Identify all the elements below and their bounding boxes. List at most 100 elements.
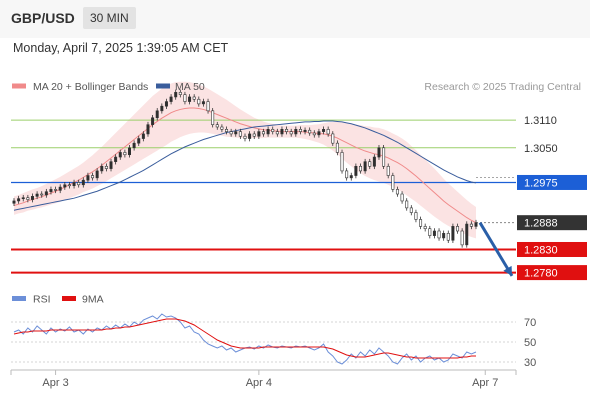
candle-body bbox=[451, 226, 455, 241]
candle-body bbox=[261, 131, 265, 135]
candle-body bbox=[395, 189, 399, 195]
ma50-line bbox=[13, 120, 477, 211]
candle-body bbox=[322, 129, 326, 132]
candle-body bbox=[358, 165, 362, 172]
forecast-arrowhead bbox=[503, 265, 512, 276]
forecast-arrow bbox=[478, 221, 514, 277]
rsi-ma-legend-swatch bbox=[62, 296, 76, 301]
candle-body bbox=[104, 165, 108, 169]
candle-body bbox=[40, 193, 44, 196]
candle-body bbox=[271, 129, 275, 132]
candle-body bbox=[17, 198, 21, 202]
candle-body bbox=[266, 129, 270, 135]
candle-body bbox=[465, 223, 469, 246]
candle-body bbox=[225, 129, 229, 132]
rsi-legend-label: RSI bbox=[33, 294, 51, 306]
candle-body bbox=[386, 165, 390, 176]
x-tick-label: Apr 4 bbox=[246, 377, 272, 389]
candle-body bbox=[331, 133, 335, 144]
level-label: 1.2830 bbox=[524, 244, 558, 256]
candle-body bbox=[30, 196, 34, 200]
candle-body bbox=[114, 156, 118, 162]
candle-body bbox=[460, 230, 464, 246]
candle-body bbox=[63, 184, 67, 188]
candle-body bbox=[197, 98, 201, 105]
candle-body bbox=[469, 223, 473, 227]
candle-body bbox=[456, 226, 460, 232]
candle-body bbox=[123, 152, 127, 156]
rsi-ma-line bbox=[13, 318, 476, 359]
candle-body bbox=[405, 200, 409, 209]
candle-body bbox=[100, 165, 104, 172]
candle-body bbox=[132, 142, 136, 149]
candle-body bbox=[178, 92, 182, 95]
level-label: 1.2780 bbox=[524, 268, 558, 280]
candle-body bbox=[160, 105, 164, 112]
bollinger-band bbox=[14, 81, 476, 239]
candle-body bbox=[377, 147, 381, 158]
candle-body bbox=[248, 133, 252, 139]
candle-body bbox=[81, 179, 85, 186]
candle-body bbox=[442, 233, 446, 239]
level-label: 1.2888 bbox=[524, 218, 558, 230]
candle-body bbox=[423, 226, 427, 229]
ma50-legend-swatch bbox=[156, 83, 170, 89]
ma20-legend-swatch bbox=[12, 83, 26, 89]
candle-body bbox=[169, 96, 173, 102]
candle-body bbox=[368, 161, 372, 167]
ma20-line bbox=[13, 107, 477, 224]
candle-body bbox=[137, 138, 141, 144]
x-tick-label: Apr 7 bbox=[472, 377, 498, 389]
candle-body bbox=[174, 92, 178, 98]
candle-body bbox=[72, 182, 76, 187]
candle-body bbox=[21, 197, 25, 200]
candle-body bbox=[54, 189, 58, 191]
level-label: 1.2975 bbox=[524, 177, 558, 189]
candle-body bbox=[183, 94, 187, 102]
candle-body bbox=[409, 207, 413, 213]
currency-pair: GBP/USD bbox=[11, 10, 75, 26]
candle-body bbox=[252, 133, 256, 137]
candle-body bbox=[215, 124, 219, 128]
ma20-legend-label: MA 20 + Bollinger Bands bbox=[33, 81, 148, 93]
candle-body bbox=[340, 152, 344, 172]
timestamp: Monday, April 7, 2025 1:39:05 AM CET bbox=[13, 41, 229, 55]
level-tag bbox=[517, 265, 587, 281]
candle-body bbox=[280, 129, 284, 135]
candle-body bbox=[146, 124, 150, 135]
candle-body bbox=[95, 170, 99, 179]
candle-body bbox=[437, 230, 441, 239]
candle-body bbox=[201, 101, 205, 105]
candle-body bbox=[308, 129, 312, 134]
top-bar: GBP/USD 30 MIN bbox=[0, 0, 590, 38]
candle-body bbox=[206, 101, 210, 112]
rsi-level-label: 70 bbox=[524, 317, 536, 329]
candle-body bbox=[298, 129, 302, 132]
candle-body bbox=[275, 131, 279, 135]
candle-body bbox=[257, 131, 261, 137]
candle-body bbox=[109, 161, 113, 169]
rsi-ma-legend-label: 9MA bbox=[82, 294, 104, 306]
rsi-legend-swatch bbox=[12, 296, 26, 301]
candle-body bbox=[86, 175, 90, 181]
candle-body bbox=[151, 117, 155, 125]
candle-body bbox=[303, 129, 307, 132]
candle-body bbox=[192, 96, 196, 100]
timeframe-button[interactable]: 30 MIN bbox=[83, 7, 136, 29]
candle-body bbox=[345, 170, 349, 179]
candle-body bbox=[44, 191, 48, 196]
candle-body bbox=[128, 147, 132, 156]
candle-body bbox=[354, 165, 358, 176]
candle-body bbox=[26, 197, 30, 200]
candle-body bbox=[35, 193, 39, 197]
candle-body bbox=[432, 230, 436, 236]
candle-body bbox=[400, 193, 404, 202]
x-tick-label: Apr 3 bbox=[42, 377, 68, 389]
ma50-legend-label: MA 50 bbox=[175, 81, 205, 93]
candle-body bbox=[77, 182, 81, 186]
candle-body bbox=[220, 126, 224, 130]
candle-body bbox=[188, 96, 192, 102]
candle-body bbox=[289, 131, 293, 135]
candle-body bbox=[234, 131, 238, 135]
research-watermark: Research © 2025 Trading Central bbox=[424, 81, 581, 93]
